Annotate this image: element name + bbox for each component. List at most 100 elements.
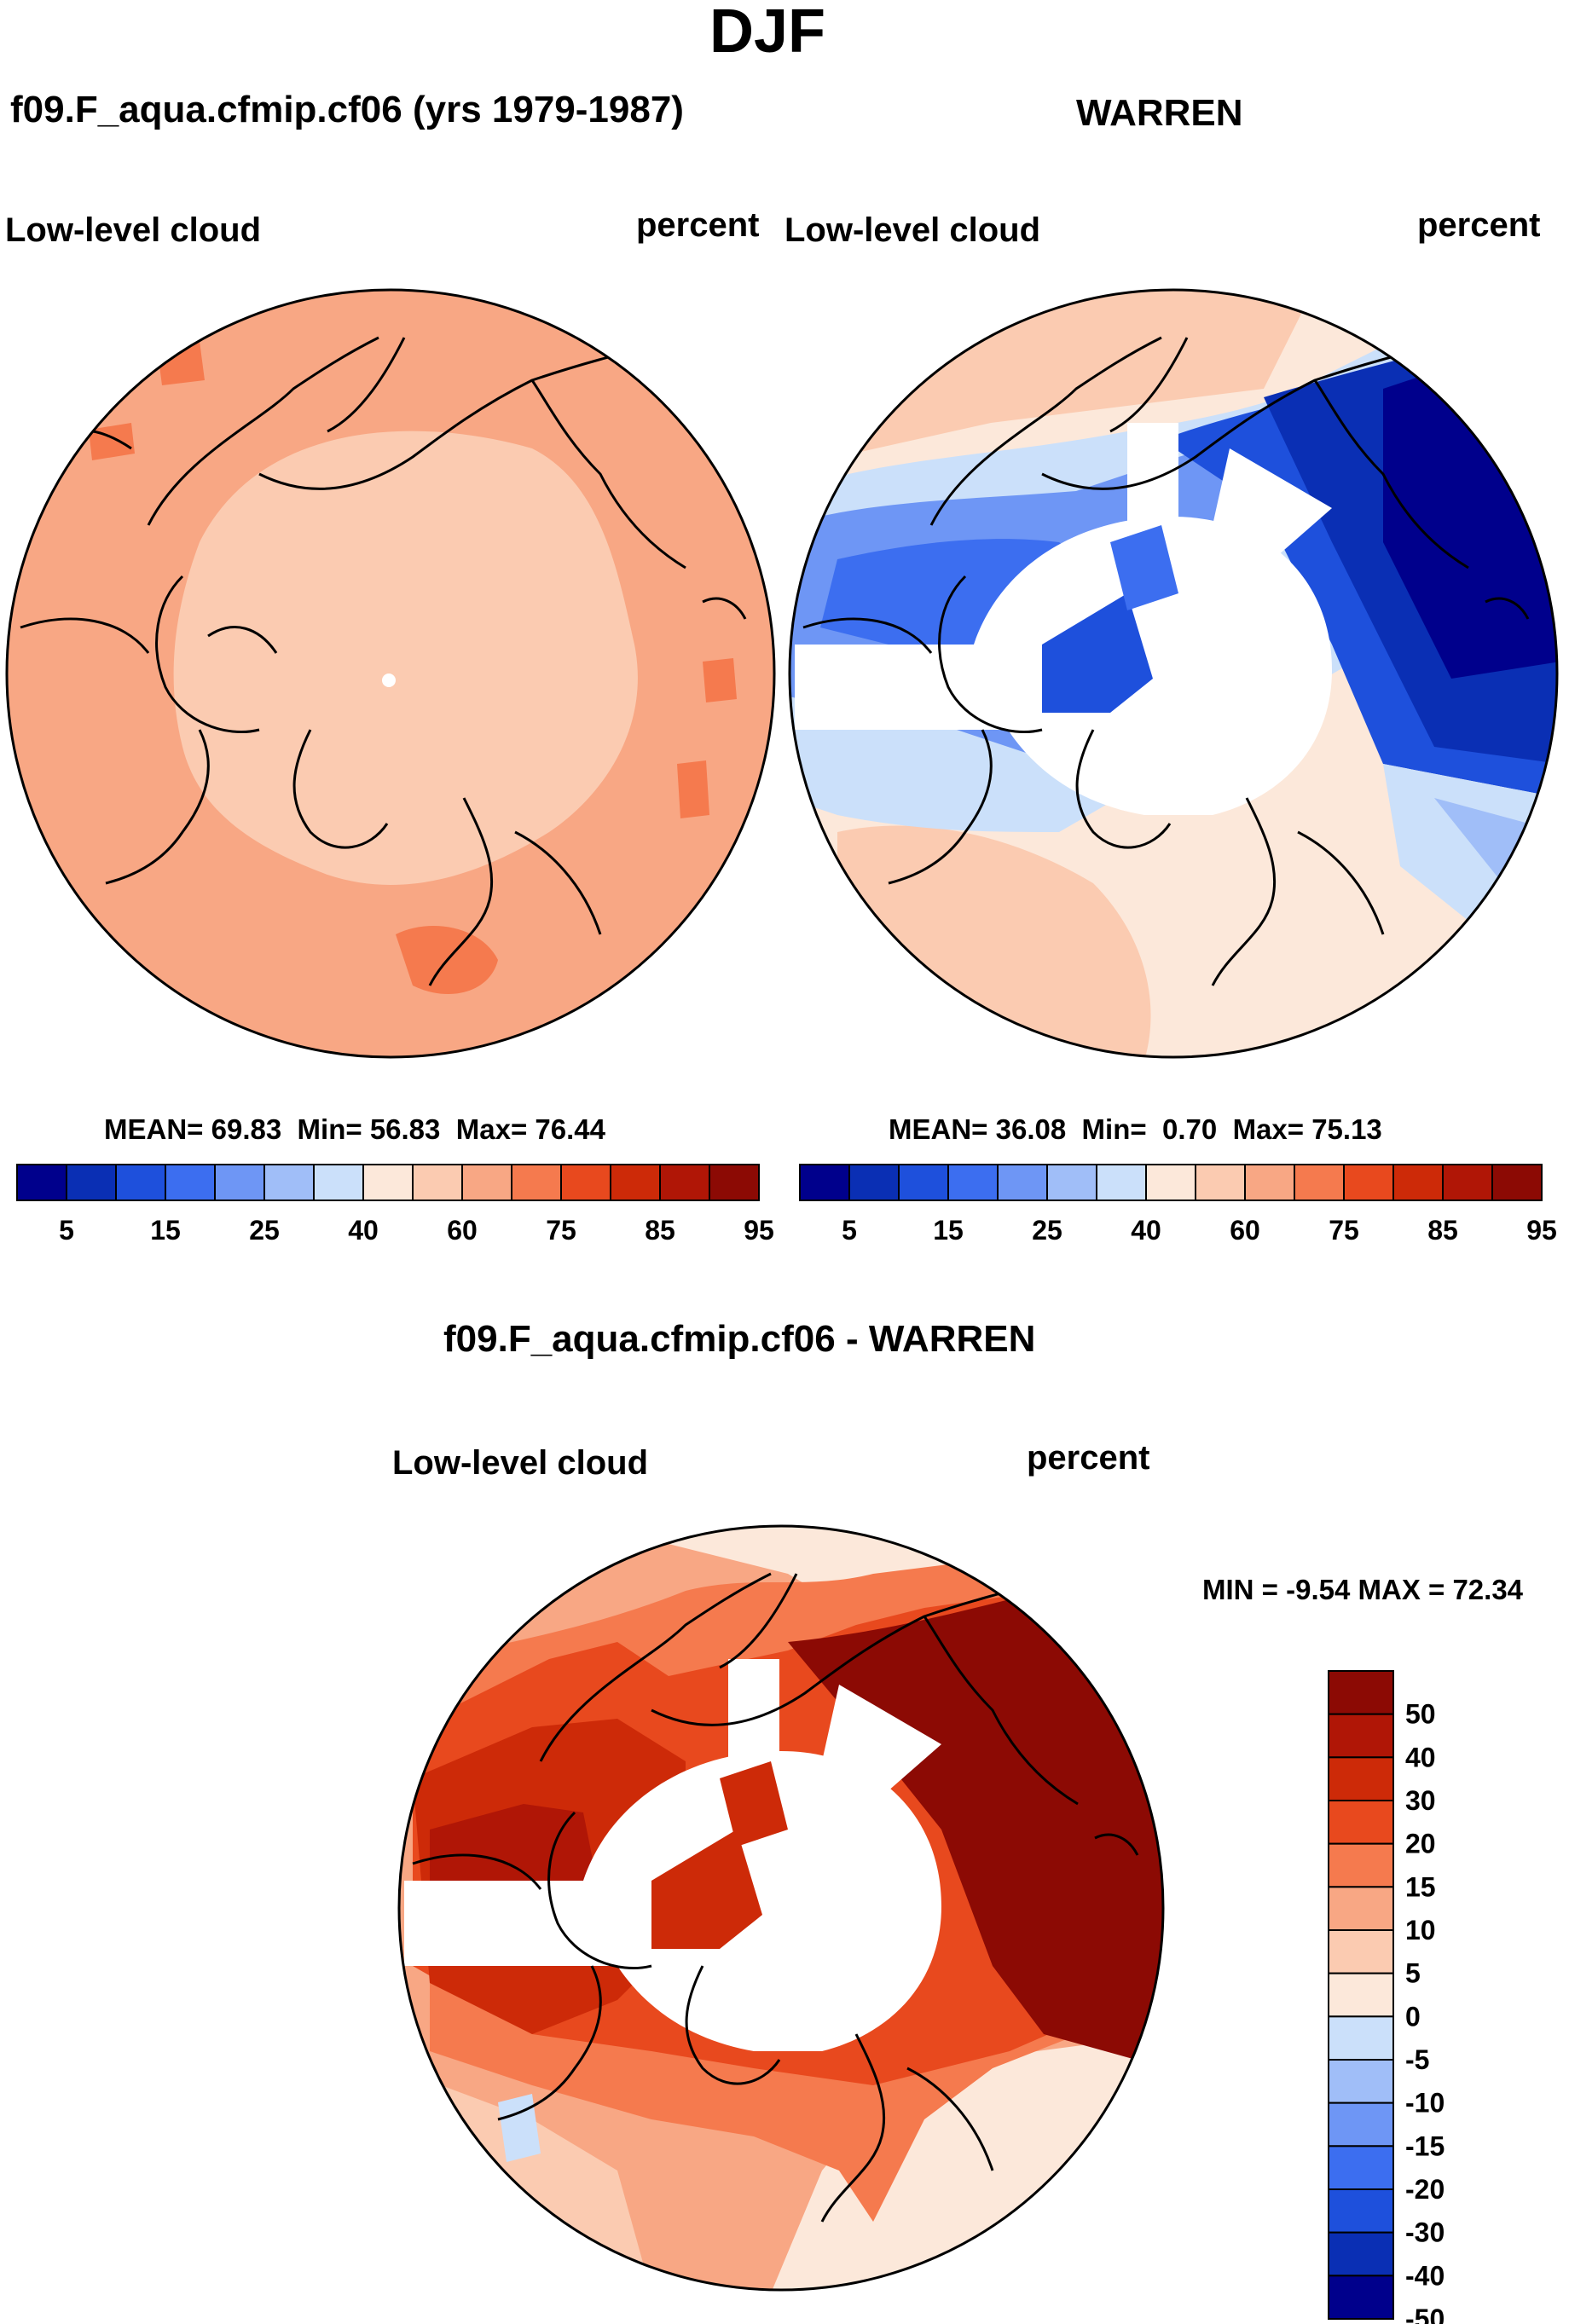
colorbar-tick-label: 75 — [546, 1215, 576, 1246]
max-value: 72.34 — [1452, 1574, 1524, 1605]
colorbar-tick-label: 40 — [1131, 1215, 1161, 1246]
colorbar-box — [848, 1164, 900, 1201]
colorbar-tick-label: 50 — [1405, 1699, 1436, 1730]
field-60-70-dot — [382, 673, 396, 687]
field-75-80-e — [677, 760, 709, 818]
colorbar-box — [511, 1164, 562, 1201]
colorbar-tick-label: 25 — [1032, 1215, 1062, 1246]
colorbar-tick-label: 15 — [933, 1215, 964, 1246]
panel3-stats: MIN = -9.54 MAX = 72.34 — [1202, 1574, 1523, 1606]
panel3-units: percent — [1027, 1439, 1150, 1477]
colorbar-box — [1491, 1164, 1543, 1201]
colorbar-box — [412, 1164, 463, 1201]
colorbar-tick-label: -40 — [1405, 2260, 1445, 2291]
colorbar-box — [1328, 2275, 1394, 2320]
colorbar-tick-label: 20 — [1405, 1829, 1436, 1859]
colorbar-box — [947, 1164, 999, 1201]
panel1-units: percent — [636, 206, 760, 244]
colorbar-box — [1096, 1164, 1147, 1201]
max-label: Max= — [455, 1113, 528, 1145]
colorbar-tick-label: 75 — [1329, 1215, 1359, 1246]
coastlines — [412, 1572, 1139, 2223]
colorbar-box — [461, 1164, 512, 1201]
min-value: 0.70 — [1161, 1113, 1218, 1145]
colorbar-tick-label: 30 — [1405, 1785, 1436, 1816]
colorbar-box — [1328, 1756, 1394, 1802]
colorbar-box — [263, 1164, 315, 1201]
field-75-80-d — [703, 658, 737, 702]
colorbar-box — [799, 1164, 850, 1201]
colorbar-box — [1195, 1164, 1246, 1201]
colorbar-box — [66, 1164, 117, 1201]
field-in-missing-2 — [1110, 525, 1178, 610]
colorbar-box — [1328, 2231, 1394, 2277]
missing-wedge-ne — [822, 1685, 941, 1804]
colorbar-tick-label: -15 — [1405, 2130, 1445, 2161]
colorbar-box — [1244, 1164, 1295, 1201]
mean-value: 36.08 — [995, 1113, 1067, 1145]
colorbar-box — [1328, 1972, 1394, 2018]
max-label: MAX = — [1358, 1574, 1445, 1605]
colorbar-box — [610, 1164, 661, 1201]
mean-label: MEAN= — [104, 1113, 204, 1145]
min-label: Min= — [1081, 1113, 1147, 1145]
field-60-70 — [173, 431, 638, 885]
colorbar-box — [214, 1164, 265, 1201]
panel2-stats: MEAN= 36.08 Min= 0.70 Max= 75.13 — [889, 1113, 1382, 1146]
colorbar-tick-label: 5 — [842, 1215, 857, 1246]
missing-wedge-ne — [1213, 448, 1332, 568]
colorbar-tick-label: -5 — [1405, 2044, 1429, 2075]
coastlines — [802, 336, 1530, 986]
max-label: Max= — [1232, 1113, 1305, 1145]
colorbar-box — [1328, 1670, 1394, 1715]
colorbar-tick-label: 40 — [348, 1215, 379, 1246]
colorbar-tick-label: -20 — [1405, 2174, 1445, 2205]
colorbar-box — [1392, 1164, 1444, 1201]
colorbar-box — [1328, 2015, 1394, 2061]
colorbar-box — [1328, 2188, 1394, 2234]
colorbar-box — [560, 1164, 611, 1201]
colorbar-tick-label: 95 — [744, 1215, 774, 1246]
colorbar-tick-label: -50 — [1405, 2304, 1445, 2324]
panel3-variable: Low-level cloud — [392, 1444, 649, 1482]
field-in-missing-2 — [720, 1761, 788, 1847]
coastlines — [20, 336, 747, 986]
colorbar-box — [362, 1164, 414, 1201]
pole — [1161, 662, 1185, 685]
colorbar-tick-label: 15 — [150, 1215, 181, 1246]
min-label: Min= — [297, 1113, 362, 1145]
colorbar-box — [1328, 2145, 1394, 2190]
colorbar-tick-label: 85 — [1427, 1215, 1458, 1246]
colorbar-tick-label: -10 — [1405, 2088, 1445, 2119]
colorbar-tick-label: 60 — [447, 1215, 478, 1246]
mean-value: 69.83 — [211, 1113, 282, 1145]
colorbar-tick-label: 10 — [1405, 1915, 1436, 1945]
pole — [769, 1896, 793, 1920]
colorbar-box — [898, 1164, 949, 1201]
colorbar-tick-label: 0 — [1405, 2001, 1421, 2032]
colorbar-box — [709, 1164, 760, 1201]
colorbar-box — [1328, 1929, 1394, 1974]
map-warren — [788, 288, 1559, 1059]
colorbar-tick-label: -30 — [1405, 2217, 1445, 2248]
colorbar-tick-label: 25 — [249, 1215, 280, 1246]
max-value: 76.44 — [535, 1113, 605, 1145]
colorbar-box — [313, 1164, 364, 1201]
min-label: MIN = — [1202, 1574, 1278, 1605]
colorbar-box — [1328, 2059, 1394, 2104]
panel3-title: f09.F_aqua.cfmip.cf06 - WARREN — [443, 1318, 1036, 1360]
map-model — [5, 288, 776, 1059]
field-in-missing-1 — [1042, 593, 1153, 713]
colorbar-box — [16, 1164, 67, 1201]
colorbar-box — [1328, 1713, 1394, 1759]
colorbar-tick-label: 5 — [1405, 1958, 1421, 1989]
colorbar-box — [165, 1164, 216, 1201]
colorbar-box — [1145, 1164, 1196, 1201]
min-value: 56.83 — [369, 1113, 441, 1145]
colorbar-box — [1328, 1886, 1394, 1932]
panel2-title: WARREN — [1076, 92, 1243, 134]
colorbar-box — [115, 1164, 166, 1201]
missing-wedge-n — [1127, 423, 1178, 542]
panel2-variable: Low-level cloud — [784, 211, 1041, 249]
